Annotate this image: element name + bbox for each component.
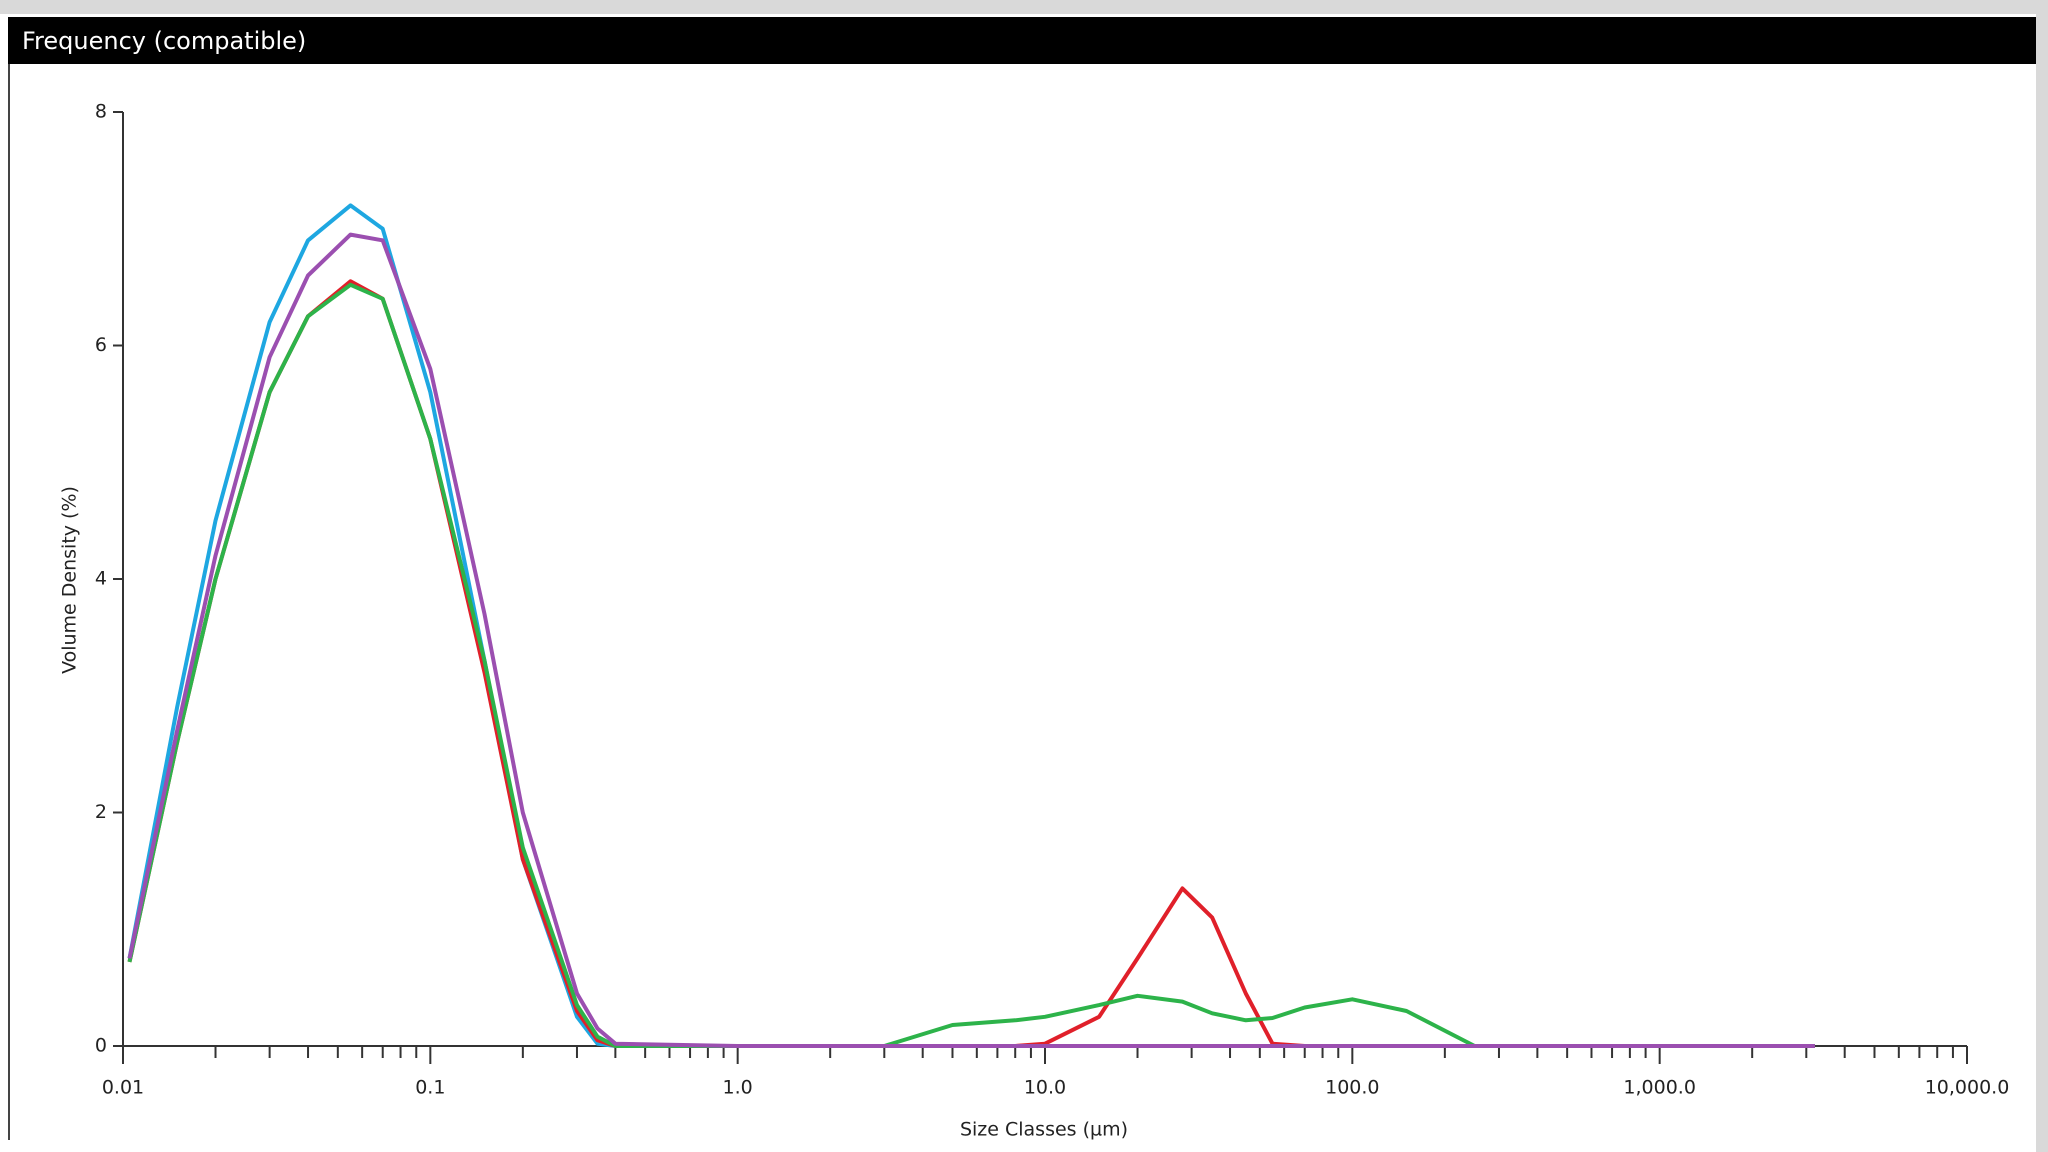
y-axis-title: Volume Density (%) — [59, 486, 81, 674]
x-tick-label: 10,000.0 — [1925, 1077, 2010, 1099]
series-line — [127, 279, 1815, 1048]
right-border — [2036, 0, 2048, 1152]
x-axis-title: Size Classes (µm) — [960, 1119, 1128, 1141]
y-tick-label: 0 — [95, 1035, 107, 1057]
top-border — [0, 0, 2048, 14]
y-tick-label: 2 — [95, 801, 107, 823]
x-tick-label: 1.0 — [723, 1077, 753, 1099]
x-tick-label: 10.0 — [1024, 1077, 1066, 1099]
y-tick-label: 6 — [95, 334, 107, 356]
series-line — [127, 282, 1815, 1048]
y-tick-label: 8 — [95, 101, 107, 123]
header-title: Frequency (compatible) — [22, 27, 306, 55]
x-tick-label: 1,000.0 — [1623, 1077, 1696, 1099]
series-line — [127, 232, 1815, 1048]
x-tick-label: 100.0 — [1325, 1077, 1379, 1099]
y-tick-label: 4 — [95, 568, 107, 590]
series-line — [127, 203, 1815, 1048]
header-bar — [8, 17, 2036, 64]
x-tick-label: 0.01 — [102, 1077, 144, 1099]
x-tick-label: 0.1 — [415, 1077, 445, 1099]
